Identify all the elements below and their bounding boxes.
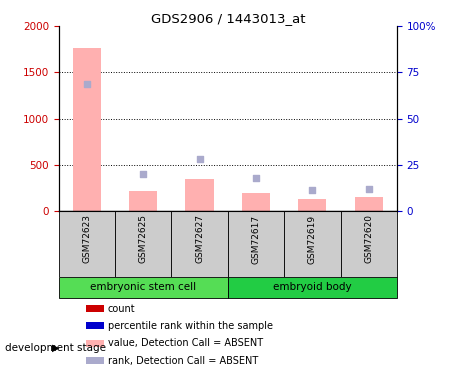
Bar — [59, 277, 228, 298]
Point — [83, 81, 90, 87]
Bar — [185, 179, 214, 211]
Bar — [354, 197, 383, 211]
Text: embryonic stem cell: embryonic stem cell — [90, 282, 196, 292]
Point — [196, 156, 203, 162]
Text: rank, Detection Call = ABSENT: rank, Detection Call = ABSENT — [108, 356, 258, 366]
Text: GSM72625: GSM72625 — [139, 214, 147, 263]
Bar — [228, 277, 397, 298]
Bar — [129, 191, 157, 211]
Text: embryoid body: embryoid body — [273, 282, 352, 292]
Text: GSM72619: GSM72619 — [308, 214, 317, 264]
Text: GSM72627: GSM72627 — [195, 214, 204, 263]
Bar — [341, 211, 397, 277]
Point — [308, 187, 316, 193]
Point — [140, 171, 147, 177]
Bar — [228, 211, 284, 277]
Text: GSM72617: GSM72617 — [252, 214, 260, 264]
Bar — [115, 211, 171, 277]
Title: GDS2906 / 1443013_at: GDS2906 / 1443013_at — [151, 12, 305, 25]
Text: ▶: ▶ — [52, 343, 60, 352]
Bar — [284, 211, 341, 277]
Bar — [86, 357, 104, 364]
Bar — [73, 48, 101, 211]
Bar — [86, 322, 104, 329]
Text: value, Detection Call = ABSENT: value, Detection Call = ABSENT — [108, 338, 263, 348]
Bar — [86, 340, 104, 347]
Bar — [59, 211, 115, 277]
Bar — [298, 199, 327, 211]
Bar — [171, 211, 228, 277]
Text: percentile rank within the sample: percentile rank within the sample — [108, 321, 273, 331]
Point — [253, 175, 260, 181]
Text: GSM72623: GSM72623 — [83, 214, 91, 263]
Text: development stage: development stage — [5, 343, 106, 352]
Bar — [86, 305, 104, 312]
Point — [365, 186, 373, 192]
Text: count: count — [108, 304, 135, 313]
Bar — [242, 193, 270, 211]
Text: GSM72620: GSM72620 — [364, 214, 373, 263]
